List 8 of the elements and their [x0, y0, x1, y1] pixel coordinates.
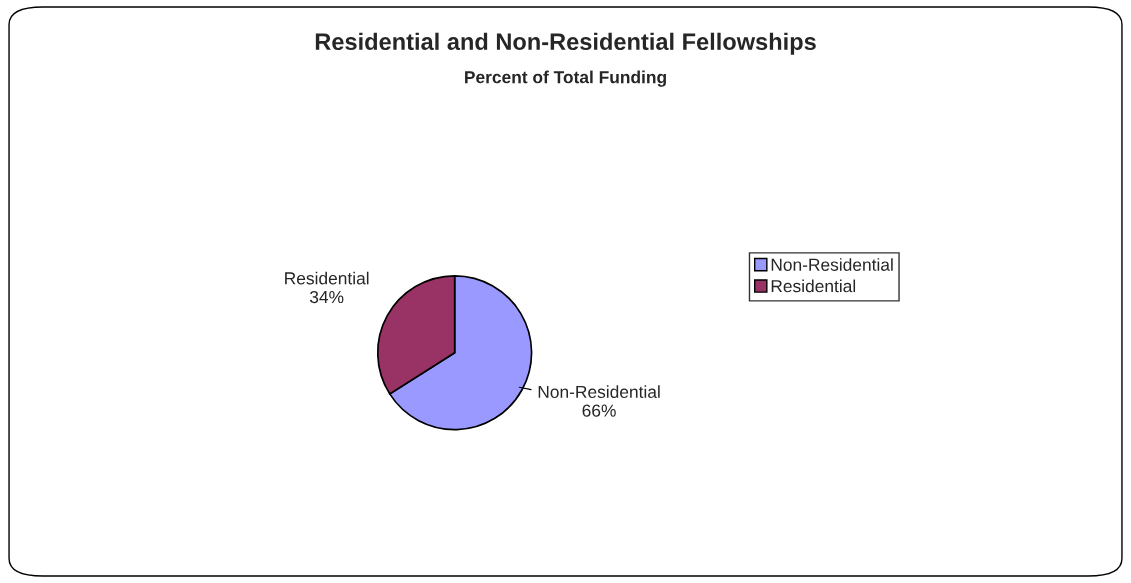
legend-label: Residential [771, 279, 856, 293]
chart-subtitle: Percent of Total Funding [465, 70, 666, 87]
legend-label: Non-Residential [771, 258, 893, 271]
chart-title: Residential and Non-Residential Fellowships [315, 32, 816, 55]
slice-label: Non-Residential [538, 385, 660, 399]
data-label: 66% [582, 404, 616, 417]
data-label: 34% [309, 290, 344, 304]
slice-label: Residential [285, 271, 369, 285]
